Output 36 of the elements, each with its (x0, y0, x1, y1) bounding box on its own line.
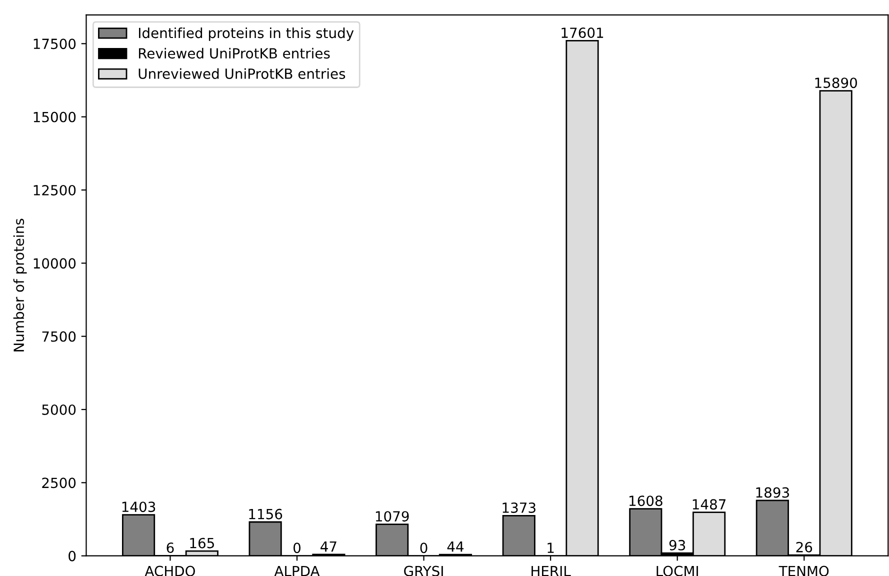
y-tick-label: 0 (68, 550, 76, 562)
y-tick-label: 10000 (34, 258, 76, 269)
data-label: 17601 (562, 28, 604, 38)
y-tick-label: 17500 (34, 38, 76, 50)
data-label: 47 (320, 541, 336, 552)
data-label: 1373 (502, 502, 536, 513)
data-label: 1156 (249, 508, 282, 520)
data-label: 1608 (630, 496, 662, 506)
x-tick-label: ACHDO (144, 566, 195, 576)
data-label: 0 (294, 542, 300, 554)
data-label: 1 (548, 542, 554, 553)
x-tick-label: HERIL (532, 566, 571, 576)
data-label: 15890 (815, 78, 857, 88)
data-label: 1893 (756, 487, 789, 498)
legend-label: Identified proteins in this study (138, 27, 354, 41)
data-label: 44 (447, 542, 464, 552)
data-label: 0 (420, 542, 428, 554)
y-tick-label: 2500 (42, 478, 76, 488)
x-tick-label: GRYSI (404, 566, 443, 576)
data-label: 1079 (376, 511, 409, 522)
y-tick-label: 12500 (34, 184, 76, 196)
x-tick-label: LOCMI (656, 566, 698, 576)
x-tick-label: ALPDA (274, 566, 320, 576)
data-label: 1403 (122, 502, 156, 512)
y-axis-title: Number of proteins (13, 218, 27, 352)
x-tick-label: TENMO (778, 566, 829, 576)
data-label: 1487 (692, 499, 726, 510)
y-tick-label: 7500 (42, 331, 76, 342)
y-tick-label: 5000 (42, 404, 76, 415)
data-label: 26 (796, 542, 812, 552)
legend-label: Reviewed UniProtKB entries (138, 48, 330, 59)
y-tick-label: 15000 (34, 112, 76, 122)
data-label: 165 (190, 538, 214, 548)
data-label: 93 (669, 540, 686, 550)
legend-label: Unreviewed UniProtKB entries (138, 68, 346, 79)
data-label: 6 (166, 542, 174, 553)
